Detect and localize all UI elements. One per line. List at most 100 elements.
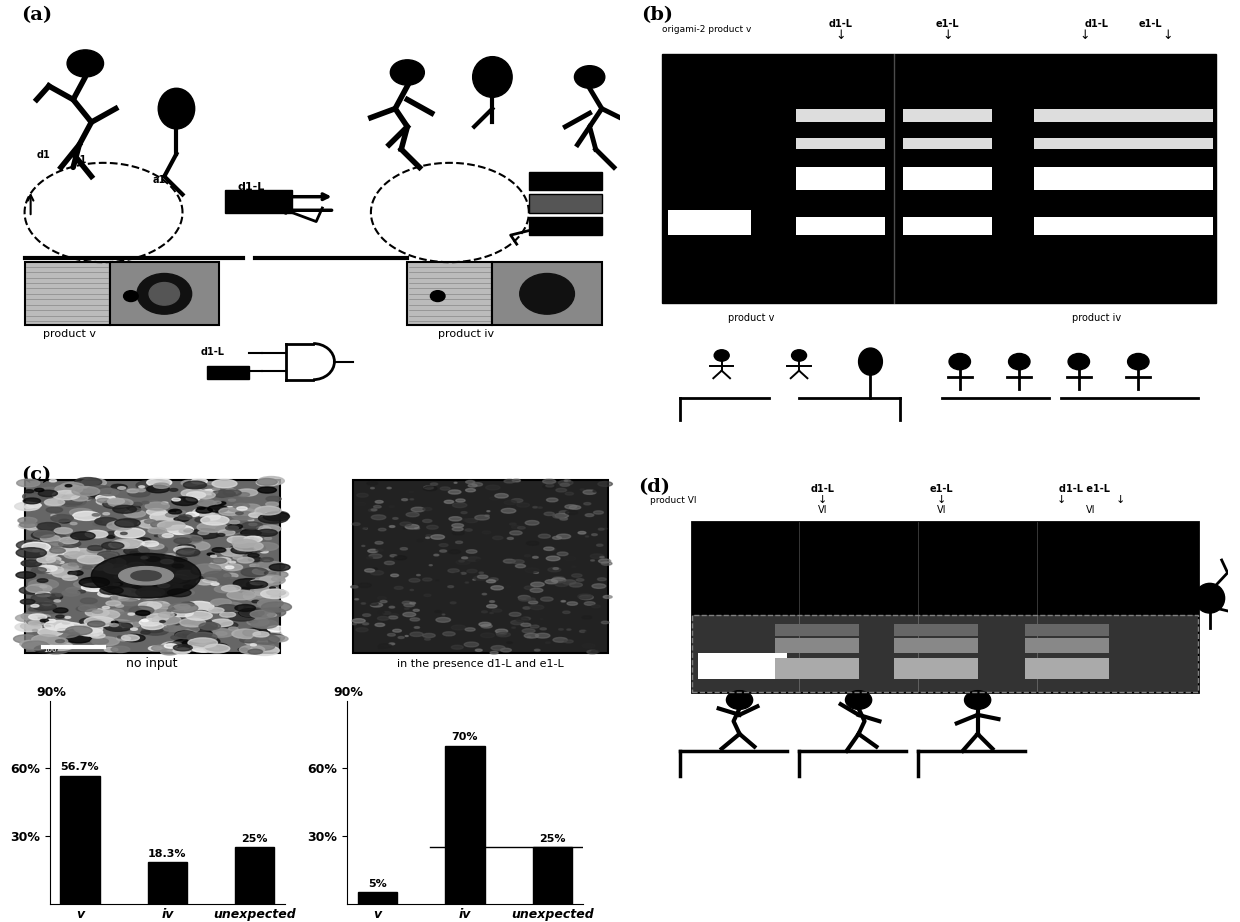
Circle shape — [175, 557, 187, 561]
Circle shape — [410, 499, 414, 500]
Text: 90%: 90% — [36, 686, 66, 699]
Circle shape — [93, 544, 99, 546]
Circle shape — [243, 628, 270, 637]
Circle shape — [444, 501, 454, 503]
Circle shape — [46, 557, 61, 561]
Circle shape — [355, 598, 358, 600]
Circle shape — [62, 575, 77, 580]
Circle shape — [232, 629, 260, 639]
Circle shape — [203, 572, 231, 581]
Circle shape — [160, 625, 166, 628]
Bar — [1034, 109, 1123, 123]
Bar — [1034, 138, 1123, 149]
Circle shape — [107, 521, 134, 530]
Circle shape — [219, 501, 226, 502]
Circle shape — [174, 546, 195, 553]
Circle shape — [559, 517, 568, 520]
Circle shape — [52, 546, 79, 555]
Circle shape — [40, 620, 48, 622]
Circle shape — [572, 566, 577, 567]
Circle shape — [184, 481, 207, 489]
Circle shape — [525, 555, 531, 557]
Circle shape — [20, 599, 35, 604]
Circle shape — [564, 479, 570, 481]
Circle shape — [193, 508, 215, 515]
Circle shape — [159, 526, 165, 527]
Text: ↓: ↓ — [836, 29, 846, 41]
Circle shape — [182, 641, 198, 646]
Circle shape — [219, 508, 242, 515]
Circle shape — [252, 600, 259, 603]
Circle shape — [71, 532, 95, 540]
Circle shape — [191, 568, 213, 575]
Circle shape — [212, 479, 237, 488]
Circle shape — [233, 556, 243, 560]
Circle shape — [409, 602, 415, 604]
Bar — [236, 847, 274, 904]
Circle shape — [501, 648, 511, 652]
Circle shape — [247, 619, 269, 626]
Circle shape — [86, 609, 109, 617]
Circle shape — [525, 633, 538, 638]
Circle shape — [511, 499, 523, 502]
Circle shape — [218, 577, 243, 586]
Text: e1: e1 — [73, 155, 87, 165]
Circle shape — [351, 585, 358, 588]
Circle shape — [146, 614, 169, 621]
Circle shape — [394, 586, 403, 589]
Circle shape — [15, 614, 37, 621]
Circle shape — [210, 562, 228, 569]
Circle shape — [391, 555, 397, 557]
Circle shape — [71, 495, 88, 501]
Circle shape — [50, 594, 60, 597]
Circle shape — [389, 643, 394, 644]
Circle shape — [451, 524, 464, 527]
Circle shape — [141, 622, 164, 630]
Circle shape — [414, 527, 419, 529]
Circle shape — [113, 520, 133, 526]
Circle shape — [435, 610, 441, 612]
Circle shape — [76, 488, 95, 494]
Circle shape — [32, 630, 37, 632]
Circle shape — [174, 625, 200, 633]
Circle shape — [89, 562, 113, 570]
Circle shape — [370, 554, 382, 559]
Circle shape — [253, 632, 269, 637]
Circle shape — [423, 519, 432, 523]
Circle shape — [590, 554, 604, 559]
Circle shape — [77, 555, 104, 564]
Circle shape — [193, 554, 198, 556]
Circle shape — [74, 624, 103, 633]
Circle shape — [53, 608, 68, 613]
Text: VI: VI — [937, 505, 946, 515]
Circle shape — [424, 486, 434, 490]
Circle shape — [112, 539, 140, 549]
Circle shape — [248, 649, 263, 654]
Circle shape — [112, 484, 120, 487]
Circle shape — [68, 571, 83, 575]
Circle shape — [113, 584, 120, 585]
Circle shape — [124, 510, 145, 517]
Circle shape — [146, 509, 166, 515]
Circle shape — [511, 526, 521, 528]
Circle shape — [467, 484, 477, 487]
Circle shape — [47, 534, 67, 541]
Circle shape — [156, 608, 179, 615]
Circle shape — [141, 631, 150, 634]
Text: ↓: ↓ — [937, 495, 946, 504]
Circle shape — [453, 527, 464, 531]
Circle shape — [553, 568, 558, 570]
Circle shape — [258, 477, 284, 485]
Circle shape — [248, 553, 259, 557]
Circle shape — [481, 633, 495, 638]
Circle shape — [16, 548, 46, 558]
Circle shape — [21, 560, 42, 567]
Circle shape — [123, 634, 145, 642]
Circle shape — [430, 290, 445, 301]
Circle shape — [150, 522, 161, 526]
Circle shape — [599, 559, 611, 563]
Text: d1-L: d1-L — [811, 484, 835, 494]
Bar — [445, 746, 485, 904]
Circle shape — [50, 548, 66, 553]
Circle shape — [207, 482, 215, 485]
